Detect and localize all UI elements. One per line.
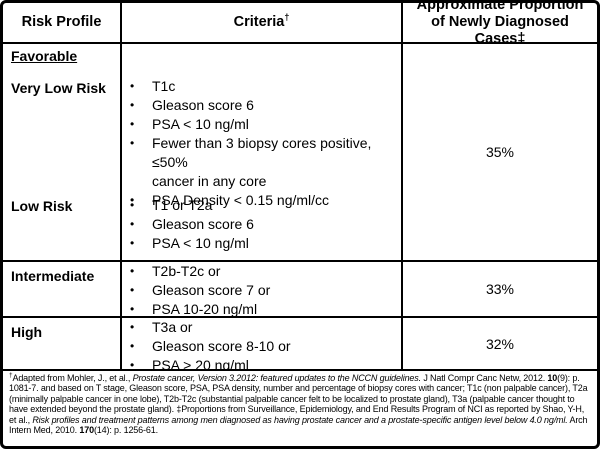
criteria-item-text: Gleason score 6 bbox=[152, 97, 254, 113]
criteria-item-text: T1c bbox=[152, 78, 176, 94]
dagger-superscript: † bbox=[284, 12, 290, 23]
criteria-item-text: T1 or T2a bbox=[152, 197, 213, 213]
criteria-item-text: Gleason score 7 or bbox=[152, 282, 271, 298]
very-low-risk-label: Very Low Risk bbox=[11, 80, 106, 96]
footnotes: †Adapted from Mohler, J., et al., Prosta… bbox=[3, 371, 597, 446]
favorable-label-cell: Favorable Very Low Risk Low Risk bbox=[3, 44, 120, 262]
proportion-value-high: 32% bbox=[485, 335, 515, 352]
criteria-list-high: T3a or Gleason score 8-10 or PSA > 20 ng… bbox=[122, 318, 401, 371]
intermediate-proportion-cell: 33% bbox=[401, 262, 597, 318]
proportion-value-favorable: 35% bbox=[485, 144, 515, 160]
header-criteria-text: Criteria bbox=[233, 14, 285, 30]
footnote2-citation-title: Risk profiles and treatment patterns amo… bbox=[32, 414, 568, 425]
criteria-item: Gleason score 7 or bbox=[130, 281, 401, 300]
header-criteria-label: Criteria† bbox=[233, 12, 290, 31]
criteria-list-very-low: T1c Gleason score 6 PSA < 10 ng/ml Fewer… bbox=[122, 77, 401, 210]
intermediate-criteria-cell: T2b-T2c or Gleason score 7 or PSA 10-20 … bbox=[120, 262, 401, 318]
criteria-item-text: Gleason score 8-10 or bbox=[152, 338, 291, 354]
low-risk-criteria: T1 or T2a Gleason score 6 PSA < 10 ng/ml bbox=[122, 196, 401, 253]
footnote1-citation-title: Prostate cancer, Version 3.2012: feature… bbox=[132, 373, 422, 383]
criteria-item: PSA < 10 ng/ml bbox=[130, 234, 401, 253]
header-risk-profile: Risk Profile bbox=[3, 3, 120, 44]
favorable-criteria-cell: T1c Gleason score 6 PSA < 10 ng/ml Fewer… bbox=[120, 44, 401, 262]
footnote1-rest: (9): p. 1081-7. and based on T stage, Gl… bbox=[9, 373, 588, 415]
criteria-item: PSA > 20 ng/ml bbox=[130, 356, 401, 371]
double-dagger-marker: ‡ bbox=[176, 404, 182, 415]
criteria-item: Gleason score 6 bbox=[130, 215, 401, 234]
footnote1-volume: 10 bbox=[547, 373, 558, 383]
criteria-item: Gleason score 6 bbox=[130, 96, 401, 115]
favorable-proportion-cell: 35% bbox=[401, 44, 597, 262]
high-criteria-cell: T3a or Gleason score 8-10 or PSA > 20 ng… bbox=[120, 318, 401, 371]
high-label: High bbox=[11, 324, 43, 340]
criteria-item-text: T3a or bbox=[152, 319, 193, 335]
footnote-dagger: †Adapted from Mohler, J., et al., Prosta… bbox=[9, 372, 588, 415]
intermediate-label-cell: Intermediate bbox=[3, 262, 120, 318]
criteria-item-text: PSA < 10 ng/ml bbox=[152, 235, 249, 251]
footnote2-rest: (14): p. 1256-61. bbox=[93, 425, 158, 436]
high-label-cell: High bbox=[3, 318, 120, 371]
criteria-item-text: PSA < 10 ng/ml bbox=[152, 116, 249, 132]
high-proportion-cell: 32% bbox=[401, 318, 597, 371]
criteria-item-text: Gleason score 6 bbox=[152, 216, 254, 232]
very-low-risk-criteria: T1c Gleason score 6 PSA < 10 ng/ml Fewer… bbox=[122, 77, 401, 210]
header-risk-profile-label: Risk Profile bbox=[21, 14, 102, 30]
footnote2-text: Proportions from Surveillance, Epidemiol… bbox=[9, 404, 585, 425]
criteria-item: T2b-T2c or bbox=[130, 262, 401, 281]
criteria-item-text: PSA 10-20 ng/ml bbox=[152, 301, 258, 317]
dagger-marker: † bbox=[9, 372, 13, 379]
header-proportion: Approximate Proportion of Newly Diagnose… bbox=[401, 3, 597, 44]
intermediate-label: Intermediate bbox=[11, 268, 95, 284]
criteria-item-text: T2b-T2c or bbox=[152, 263, 221, 279]
table-grid: Risk Profile Criteria† Approximate Propo… bbox=[3, 3, 597, 446]
footnote2-volume: 170 bbox=[79, 425, 94, 436]
criteria-item: Gleason score 8-10 or bbox=[130, 337, 401, 356]
proportion-value-intermediate: 33% bbox=[485, 281, 515, 297]
footnote-double-dagger: ‡Proportions from Surveillance, Epidemio… bbox=[9, 404, 588, 436]
low-risk-label: Low Risk bbox=[11, 198, 73, 214]
footnote1-journal: J Natl Compr Canc Netw, 2012. bbox=[421, 373, 548, 383]
header-proportion-label: Approximate Proportion of Newly Diagnose… bbox=[416, 3, 584, 44]
criteria-list-low: T1 or T2a Gleason score 6 PSA < 10 ng/ml bbox=[122, 196, 401, 253]
footnote1-text: Adapted from Mohler, J., et al., bbox=[12, 373, 133, 383]
criteria-item-text: Fewer than 3 biopsy cores positive, ≤50%… bbox=[152, 135, 372, 189]
criteria-item-text: PSA > 20 ng/ml bbox=[152, 357, 249, 371]
criteria-item: Fewer than 3 biopsy cores positive, ≤50%… bbox=[130, 134, 401, 191]
criteria-item: T1c bbox=[130, 77, 401, 96]
criteria-item: T1 or T2a bbox=[130, 196, 401, 215]
footnote2-journal: Arch Intern Med, 2010. bbox=[9, 414, 588, 436]
header-criteria: Criteria† bbox=[120, 3, 401, 44]
criteria-item: PSA < 10 ng/ml bbox=[130, 115, 401, 134]
favorable-section-label: Favorable bbox=[11, 48, 78, 64]
criteria-item: T3a or bbox=[130, 318, 401, 337]
criteria-item: PSA 10-20 ng/ml bbox=[130, 300, 401, 317]
criteria-list-intermediate: T2b-T2c or Gleason score 7 or PSA 10-20 … bbox=[122, 262, 401, 317]
